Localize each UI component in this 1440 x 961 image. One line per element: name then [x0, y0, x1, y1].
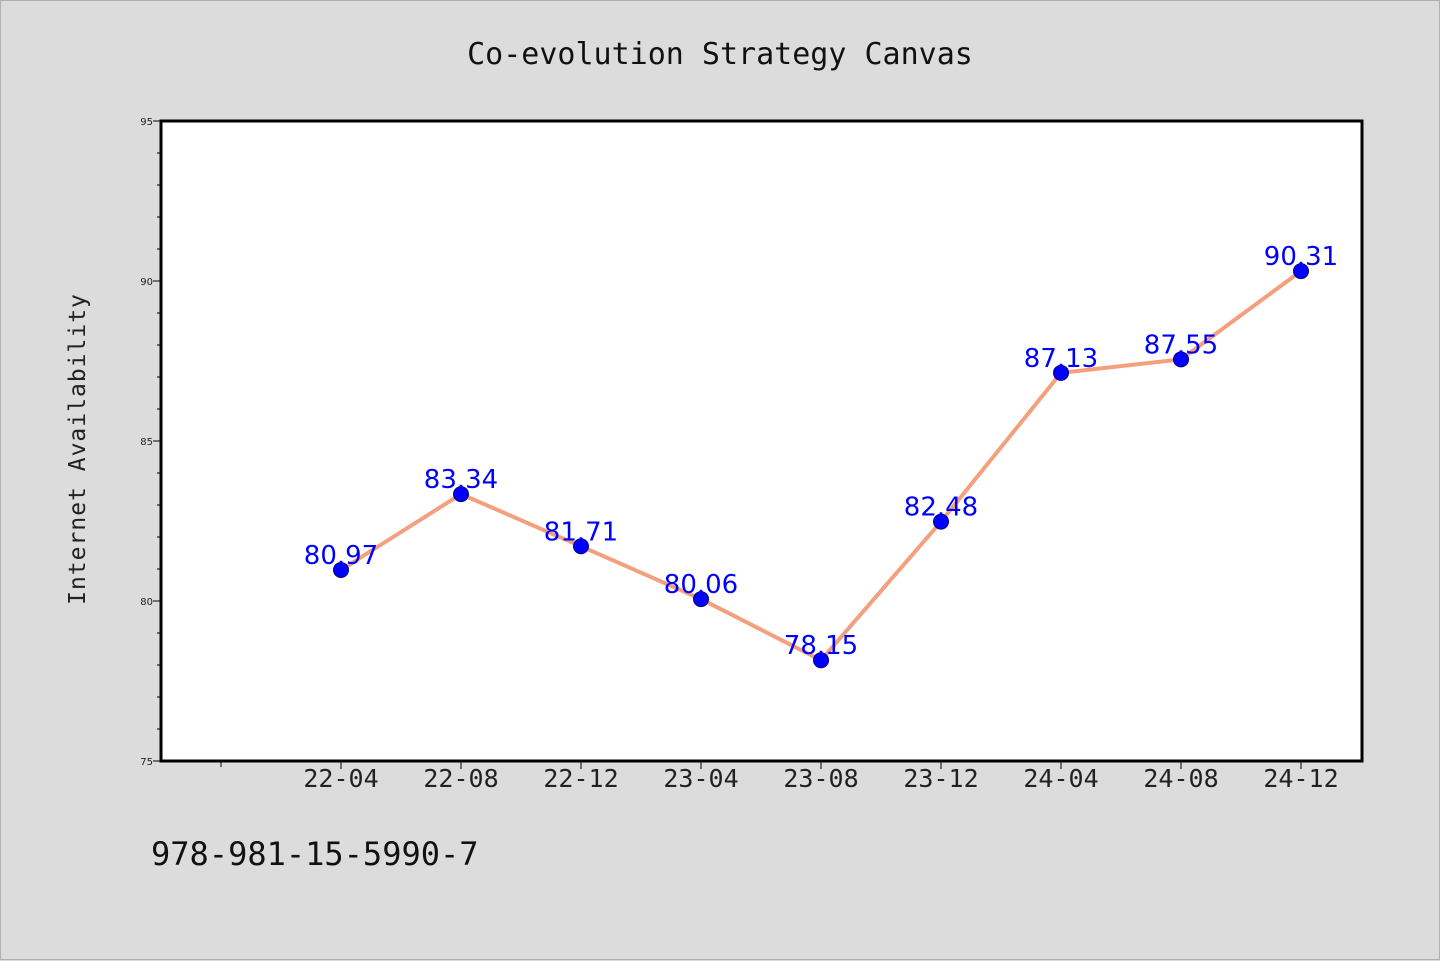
plot-area [161, 121, 1362, 761]
data-labels: 80.97 83.34 81.71 80.06 78.15 82.48 87.13 87.55… [304, 242, 1338, 661]
data-label-24-08: 87.55 [1144, 330, 1218, 360]
y-tick-label: 90 [140, 277, 153, 288]
x-tick-label: 23-04 [663, 764, 738, 793]
x-tick-label: 24-12 [1263, 764, 1338, 793]
data-point-24-04 [1053, 364, 1069, 381]
x-tick-label: 22-12 [543, 764, 618, 793]
data-label-22-04: 80.97 [304, 541, 378, 571]
chart-title: Co-evolution Strategy Canvas [467, 37, 973, 72]
x-tick-label: 23-08 [783, 764, 858, 793]
x-tick-label: 22-08 [423, 764, 498, 793]
y-axis-label: Internet Availability [65, 293, 91, 605]
data-label-24-12: 90.31 [1264, 242, 1338, 272]
data-point-23-04 [693, 591, 709, 608]
data-label-23-08: 78.15 [784, 631, 858, 661]
data-point-23-12 [933, 513, 949, 530]
y-tick-label: 80 [140, 597, 153, 608]
data-point-23-08 [813, 652, 829, 669]
data-point-24-08 [1173, 351, 1189, 368]
x-tick-label: 24-08 [1143, 764, 1218, 793]
isbn-footnote: 978-981-15-5990-7 [151, 835, 479, 873]
data-label-22-12: 81.71 [544, 517, 618, 547]
y-axis: 75 80 85 90 95 [140, 117, 161, 768]
y-tick-label: 95 [140, 117, 153, 128]
data-label-23-04: 80.06 [664, 570, 738, 600]
y-tick-label: 75 [140, 757, 153, 768]
x-tick-label: 24-04 [1023, 764, 1098, 793]
data-label-24-04: 87.13 [1024, 344, 1098, 374]
x-tick-label: 23-12 [903, 764, 978, 793]
data-point-22-12 [573, 538, 589, 555]
data-point-24-12 [1293, 263, 1309, 280]
y-tick-label: 85 [140, 437, 153, 448]
data-point-22-08 [453, 486, 469, 503]
plot-border [159, 119, 1364, 763]
x-tick-label: 22-04 [303, 764, 378, 793]
x-axis: 22-04 22-08 22-12 23-04 23-08 23-12 24-04 24-08… [220, 761, 1339, 793]
data-point-22-04 [333, 561, 349, 578]
series-internet-availability [333, 263, 1309, 669]
data-label-23-12: 82.48 [904, 493, 978, 523]
data-label-22-08: 83.34 [424, 465, 498, 495]
